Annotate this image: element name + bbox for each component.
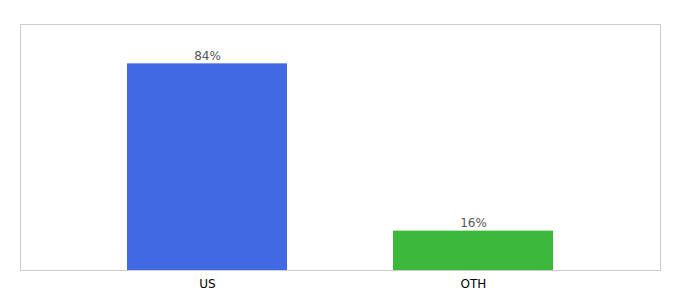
svg-text:OTH: OTH [461, 277, 487, 291]
svg-text:US: US [199, 277, 215, 291]
svg-text:84%: 84% [194, 49, 221, 63]
svg-text:16%: 16% [460, 216, 487, 230]
